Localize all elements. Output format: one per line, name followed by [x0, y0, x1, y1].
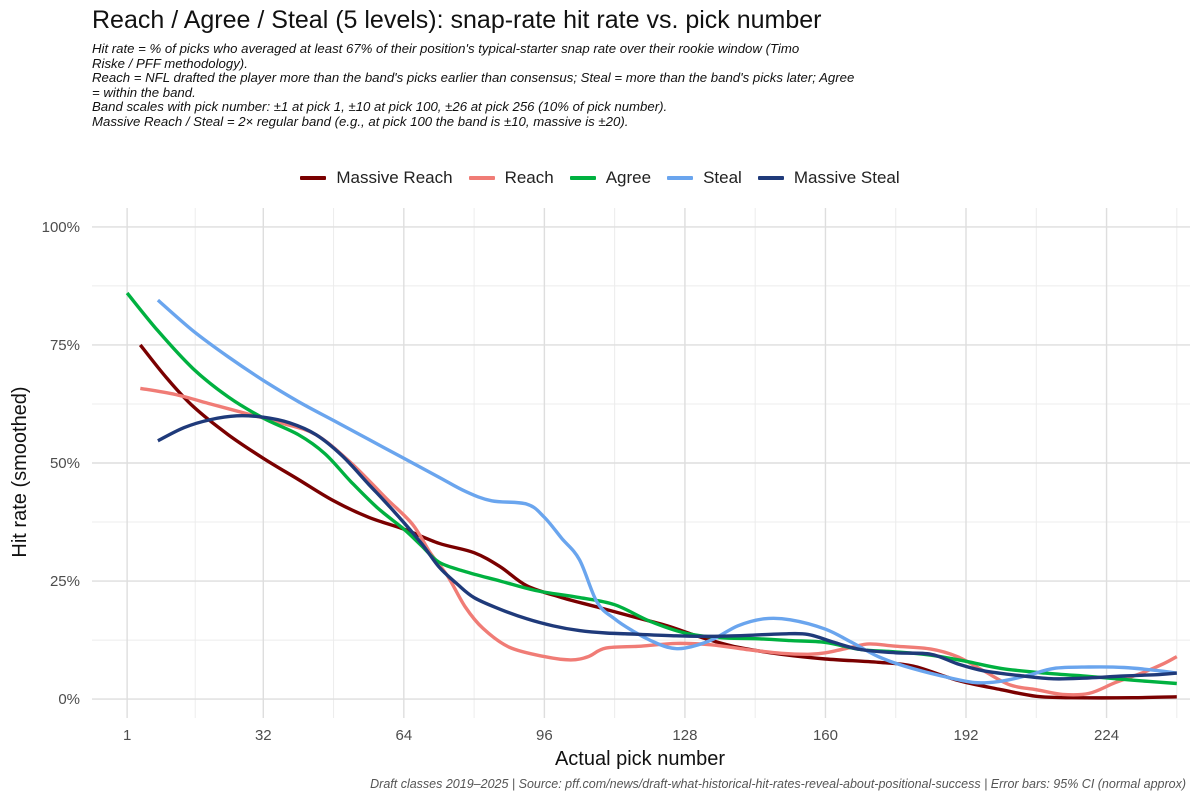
legend-label-massive-reach: Massive Reach — [336, 168, 453, 187]
series-line-massive-steal — [157, 413, 1177, 681]
y-tick-label: 0% — [58, 691, 80, 708]
x-tick-label: 224 — [1094, 727, 1119, 744]
chart-legend: Massive Reach Reach Agree Steal Massive … — [0, 166, 1200, 190]
x-axis-ticks: 1 32 64 96 128 160 192 224 — [123, 727, 1119, 744]
legend-item-reach: Reach — [468, 168, 554, 188]
chart-caption: Draft classes 2019–2025 | Source: pff.co… — [370, 777, 1186, 791]
legend-swatch-massive-steal — [757, 176, 784, 180]
series-line-steal — [156, 298, 1178, 685]
subtitle-line-3: Reach = NFL drafted the player more than… — [92, 70, 855, 86]
series-lines — [125, 291, 1178, 700]
x-axis-title: Actual pick number — [555, 748, 725, 770]
legend-swatch-agree — [569, 176, 596, 180]
legend-item-steal: Steal — [667, 168, 742, 188]
subtitle-line-5: Band scales with pick number: ±1 at pick… — [92, 99, 668, 115]
series-line-agree — [125, 291, 1177, 686]
legend-label-reach: Reach — [504, 168, 554, 187]
y-tick-label: 50% — [50, 455, 80, 472]
x-tick-label: 128 — [672, 727, 697, 744]
x-tick-label: 160 — [813, 727, 838, 744]
x-tick-label: 64 — [395, 727, 412, 744]
y-tick-label: 100% — [42, 219, 80, 236]
subtitle-line-1: Hit rate = % of picks who averaged at le… — [92, 41, 800, 56]
legend-item-massive-steal: Massive Steal — [757, 168, 900, 188]
x-tick-label: 32 — [255, 727, 272, 744]
legend-item-agree: Agree — [569, 168, 652, 188]
legend-item-massive-reach: Massive Reach — [300, 168, 453, 188]
chart-subtitle: Hit rate = % of picks who averaged at le… — [92, 41, 972, 130]
series-line-reach — [140, 386, 1178, 697]
chart-title: Reach / Agree / Steal (5 levels): snap-r… — [92, 6, 822, 34]
subtitle-line-2: Riske / PFF methodology). — [92, 55, 248, 71]
legend-label-agree: Agree — [605, 168, 652, 187]
legend-label-massive-steal: Massive Steal — [793, 168, 900, 187]
y-axis-ticks: 0% 25% 50% 75% 100% — [42, 219, 80, 708]
legend-label-steal: Steal — [703, 168, 742, 187]
subtitle-line-4: = within the band. — [92, 84, 196, 100]
subtitle-line-6: Massive Reach / Steal = 2× regular band … — [92, 113, 629, 129]
legend-swatch-reach — [468, 176, 495, 180]
x-tick-label: 192 — [953, 727, 978, 744]
x-tick-label: 1 — [123, 727, 131, 744]
x-tick-label: 96 — [536, 727, 553, 744]
legend-swatch-steal — [667, 176, 694, 180]
y-axis-title: Hit rate (smoothed) — [9, 386, 31, 557]
y-tick-label: 75% — [50, 337, 80, 354]
grid-major — [92, 208, 1190, 718]
legend-swatch-massive-reach — [300, 176, 327, 180]
y-tick-label: 25% — [50, 573, 80, 590]
